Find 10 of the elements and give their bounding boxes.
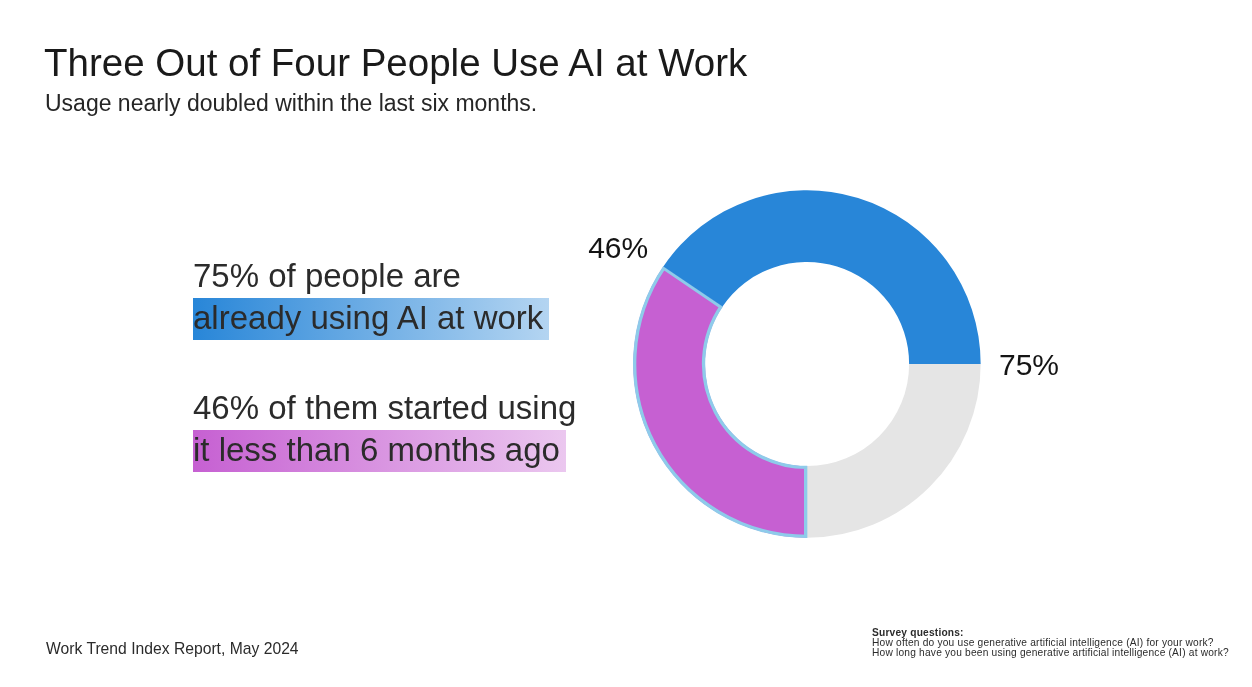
text: Usage nearly doubled within the last six months.	[45, 90, 538, 118]
text: How long have you been using generative artificial intelligence (AI) at work?	[872, 647, 1229, 659]
text: How often do you use generative artificial intelligence (AI) for your work?	[872, 637, 1214, 649]
text: 46% of them started using	[193, 387, 577, 428]
text: 46%	[588, 231, 649, 265]
text: Work Trend Index Report, May 2024	[46, 640, 299, 659]
text: 75% of people are	[193, 255, 461, 296]
text: Survey questions:	[872, 626, 964, 639]
text: 75%	[999, 348, 1060, 381]
chart-title: Three Out of Four People Use AI at Work	[44, 39, 748, 86]
